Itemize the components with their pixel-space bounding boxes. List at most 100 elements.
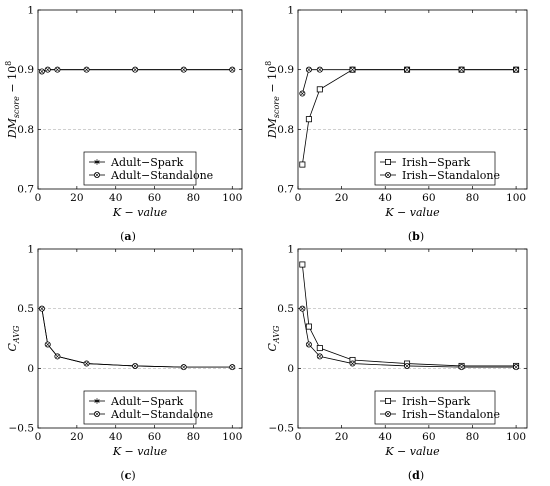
data-point: [83, 360, 90, 367]
legend-entry: Irish−Standalone: [402, 408, 500, 421]
y-tick-label: −0.5: [9, 423, 35, 435]
data-point: [44, 341, 51, 348]
data-point: [54, 353, 61, 360]
legend-box: [374, 390, 496, 425]
data-point: [299, 261, 306, 268]
legend-box: [374, 151, 496, 186]
data-point: [513, 66, 520, 73]
legend-entry: Adult−Standalone: [110, 169, 213, 182]
x-tick-label: 100: [506, 431, 526, 443]
x-axis-label: K − value: [384, 445, 440, 458]
x-tick-label: 80: [187, 192, 200, 204]
y-tick-label: 0.5: [17, 303, 34, 315]
plot-frame: [37, 248, 243, 429]
data-point: [132, 362, 139, 369]
data-point: [229, 364, 236, 371]
x-tick-label: 100: [222, 192, 242, 204]
data-point: [305, 66, 312, 73]
series-line-1: [301, 308, 517, 368]
series-line-1: [301, 69, 517, 94]
data-point: [458, 364, 465, 371]
data-point: [38, 305, 45, 312]
y-tick-label: 0: [27, 363, 34, 375]
series-line-1: [41, 308, 233, 368]
data-point: [305, 116, 312, 123]
x-axis-label: K − value: [112, 445, 168, 458]
legend-marker: [384, 158, 391, 165]
y-tick-label: 1: [27, 5, 34, 17]
y-tick-label: 1: [27, 244, 34, 256]
data-point: [180, 364, 187, 371]
plot-frame: [297, 248, 528, 429]
legend-marker: [94, 398, 100, 404]
data-point: [316, 353, 323, 360]
legend-entry: Adult−Spark: [110, 156, 184, 169]
data-point: [305, 323, 312, 330]
data-point: [349, 360, 356, 367]
series-line-0: [301, 264, 517, 367]
x-tick-label: 20: [70, 431, 83, 443]
x-tick-label: 40: [379, 192, 392, 204]
data-point: [458, 66, 465, 73]
x-axis-label: K − value: [112, 206, 168, 219]
x-tick-label: 100: [506, 192, 526, 204]
data-point: [38, 68, 45, 75]
x-tick-label: 20: [335, 192, 348, 204]
y-tick-label: 0.8: [277, 124, 294, 136]
legend-marker: [94, 159, 100, 165]
data-point: [54, 66, 61, 73]
series-line-0: [301, 69, 517, 165]
data-point: [305, 341, 312, 348]
data-point: [299, 161, 306, 168]
x-tick-label: 40: [379, 431, 392, 443]
chart-panel-d: 0 20 40 60 80 100−0.500.51K − valueCAVGIrish−…: [266, 244, 528, 482]
y-tick-label: 0.5: [277, 303, 294, 315]
y-axis-label: CAVG: [266, 325, 281, 352]
panel-caption: (c): [120, 469, 135, 482]
y-tick-label: 0.8: [17, 124, 34, 136]
plot-frame: [37, 9, 243, 190]
chart-panel-c: 0 20 40 60 80 100−0.500.51K − valueCAVGAdult−…: [6, 244, 243, 482]
legend-entry: Irish−Standalone: [402, 169, 500, 182]
data-point: [299, 90, 306, 97]
x-tick-label: 80: [466, 431, 479, 443]
data-point: [349, 66, 356, 73]
x-tick-label: 0: [295, 431, 302, 443]
data-point: [316, 66, 323, 73]
data-point: [83, 66, 90, 73]
y-tick-label: 0.9: [277, 64, 294, 76]
data-point: [404, 66, 411, 73]
panel-caption: (b): [408, 230, 424, 243]
data-point: [316, 86, 323, 93]
x-tick-label: 60: [422, 431, 435, 443]
y-tick-label: −0.5: [269, 423, 295, 435]
data-point: [404, 362, 411, 369]
x-tick-label: 0: [35, 431, 42, 443]
y-tick-label: 0: [287, 363, 294, 375]
legend-entry: Irish−Spark: [402, 395, 470, 408]
x-tick-label: 60: [148, 431, 161, 443]
legend-entry: Adult−Spark: [110, 395, 184, 408]
x-tick-label: 60: [148, 192, 161, 204]
x-tick-label: 80: [466, 192, 479, 204]
chart-panel-a: 0 20 40 60 80 100 0.7 0.8 0.9 1 K − value DMscore −…: [4, 5, 243, 243]
x-tick-label: 40: [109, 431, 122, 443]
data-point: [299, 305, 306, 312]
y-axis-label: CAVG: [6, 325, 21, 352]
legend-marker: [94, 410, 101, 417]
legend-entry: Adult−Standalone: [110, 408, 213, 421]
data-point: [316, 345, 323, 352]
legend-marker: [384, 410, 391, 417]
legend-box: [83, 390, 197, 425]
x-tick-label: 80: [187, 431, 200, 443]
data-point: [229, 66, 236, 73]
y-axis-label: DMscore − 108: [264, 61, 281, 139]
data-point: [44, 66, 51, 73]
x-tick-label: 40: [109, 192, 122, 204]
legend-marker: [384, 397, 391, 404]
x-tick-label: 100: [222, 431, 242, 443]
